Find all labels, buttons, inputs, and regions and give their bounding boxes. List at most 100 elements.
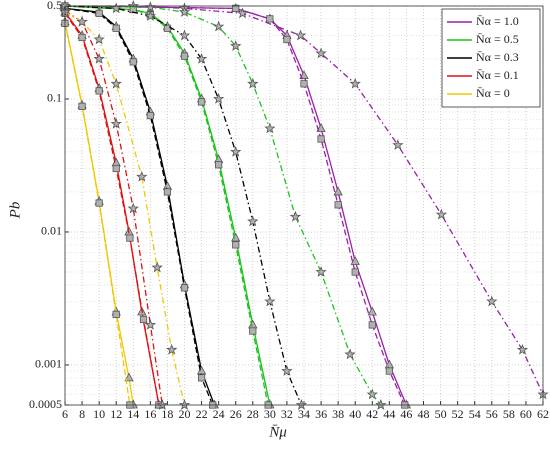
square-marker xyxy=(163,188,172,196)
x-tick-label: 52 xyxy=(452,407,464,421)
triangle-marker xyxy=(124,372,134,382)
star-marker xyxy=(110,2,122,14)
square-marker xyxy=(95,9,103,17)
legend-label: N̄α = 0.5 xyxy=(476,32,519,46)
square-marker xyxy=(78,33,86,42)
star-marker xyxy=(516,343,529,355)
star-marker xyxy=(247,77,259,89)
star-marker xyxy=(315,47,327,59)
star-marker xyxy=(230,40,242,51)
x-tick-label: 54 xyxy=(469,407,481,421)
triangle-marker xyxy=(367,306,377,316)
star-marker xyxy=(295,399,308,410)
x-tick-label: 34 xyxy=(298,407,310,421)
star-marker xyxy=(144,10,157,21)
x-tick-label: 50 xyxy=(435,407,447,421)
x-tick-label: 58 xyxy=(503,407,515,421)
square-marker xyxy=(112,24,120,32)
triangle-marker xyxy=(316,123,326,132)
star-marker xyxy=(166,343,178,355)
square-marker xyxy=(95,199,103,207)
x-axis-label: N̄μ xyxy=(268,424,287,440)
star-marker xyxy=(195,52,208,64)
star-marker xyxy=(264,295,276,307)
square-marker xyxy=(112,164,120,173)
star-marker xyxy=(281,365,293,376)
x-tick-label: 46 xyxy=(400,407,412,421)
legend-label: N̄α = 0 xyxy=(476,86,510,100)
square-marker xyxy=(129,58,137,66)
x-tick-label: 40 xyxy=(349,407,361,421)
series-line xyxy=(64,7,214,406)
x-tick-label: 38 xyxy=(332,407,344,421)
x-tick-label: 30 xyxy=(264,407,276,421)
y-tick-label: 0.01 xyxy=(41,224,62,238)
x-tick-label: 48 xyxy=(418,407,430,421)
star-marker xyxy=(212,93,225,104)
star-marker xyxy=(110,117,122,129)
square-marker xyxy=(197,98,206,106)
square-marker xyxy=(197,374,206,382)
square-marker xyxy=(180,52,189,60)
star-marker xyxy=(110,77,122,89)
y-axis-label: Pb xyxy=(7,201,23,219)
triangle-marker xyxy=(350,256,360,265)
y-tick-label: 0.1 xyxy=(47,91,62,105)
x-tick-label: 56 xyxy=(486,407,498,421)
star-marker xyxy=(93,52,105,64)
star-marker xyxy=(178,29,191,41)
star-marker xyxy=(144,318,157,330)
x-tick-label: 42 xyxy=(366,407,378,421)
legend-label: N̄α = 0.1 xyxy=(476,68,519,82)
x-tick-label: 6 xyxy=(62,407,68,421)
star-marker xyxy=(486,295,498,307)
x-tick-label: 12 xyxy=(110,407,122,421)
square-marker xyxy=(368,321,376,329)
square-marker xyxy=(126,234,134,242)
x-tick-label: 16 xyxy=(144,407,156,421)
y-tick-label: 0.0005 xyxy=(29,397,62,411)
square-marker xyxy=(249,327,257,335)
x-tick-label: 36 xyxy=(315,407,327,421)
star-marker xyxy=(151,261,163,273)
star-marker xyxy=(93,33,105,45)
square-marker xyxy=(215,161,223,169)
series-line xyxy=(65,5,544,395)
star-marker xyxy=(315,266,327,277)
plot-frame xyxy=(64,5,544,406)
star-marker xyxy=(344,348,356,360)
x-tick-label: 18 xyxy=(161,407,173,421)
series-line xyxy=(64,5,382,406)
square-marker xyxy=(266,15,274,23)
star-marker xyxy=(294,29,307,41)
x-tick-label: 26 xyxy=(230,407,242,421)
x-tick-label: 10 xyxy=(93,407,105,421)
star-marker xyxy=(178,6,191,17)
square-marker xyxy=(163,24,172,32)
star-marker xyxy=(156,399,168,410)
star-marker xyxy=(236,7,249,19)
square-marker xyxy=(283,35,291,44)
star-marker xyxy=(392,139,404,150)
square-marker xyxy=(351,268,359,276)
star-marker xyxy=(136,170,148,182)
y-tick-label: 0.001 xyxy=(35,357,62,371)
square-marker xyxy=(78,102,86,110)
x-tick-label: 8 xyxy=(79,407,85,421)
star-marker xyxy=(375,399,387,410)
x-tick-label: 20 xyxy=(179,407,191,421)
x-tick-label: 28 xyxy=(247,407,259,421)
square-marker xyxy=(146,111,154,120)
y-tick-label: 0.5 xyxy=(47,0,62,12)
star-marker xyxy=(289,210,302,222)
square-marker xyxy=(385,367,393,375)
square-marker xyxy=(180,284,189,292)
star-marker xyxy=(264,122,276,134)
square-marker xyxy=(317,135,325,143)
star-marker xyxy=(230,145,242,157)
star-marker xyxy=(366,388,378,400)
x-tick-label: 24 xyxy=(213,407,225,421)
square-marker xyxy=(232,4,240,12)
